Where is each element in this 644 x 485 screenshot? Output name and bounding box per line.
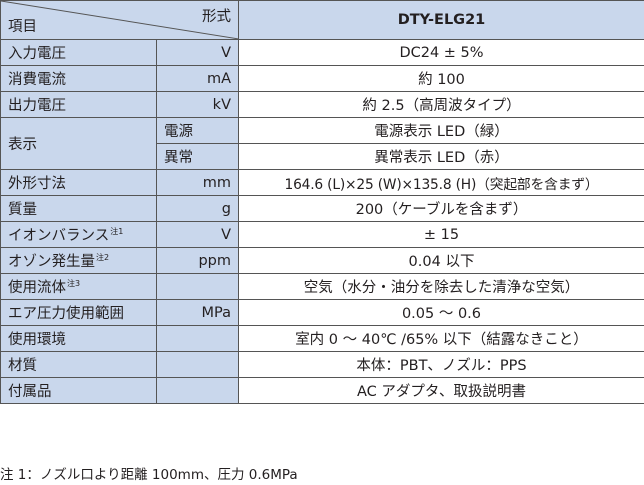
row-value: 空気（水分・油分を除去した清浄な空気）: [238, 273, 644, 300]
diagonal-line: [1, 1, 238, 39]
row-value: 約 2.5（高周波タイプ）: [238, 91, 644, 118]
row-unit: [156, 273, 239, 300]
row-value: 200（ケーブルを含まず）: [238, 195, 644, 222]
row-unit: mm: [156, 169, 239, 196]
table-row: オゾン発生量注2 ppm 0.04 以下: [0, 247, 644, 274]
row-value: AC アダプタ、取扱説明書: [238, 377, 644, 404]
table-row: エア圧力使用範囲 MPa 0.05 ～ 0.6: [0, 299, 644, 326]
table-row: 出力電圧 kV 約 2.5（高周波タイプ）: [0, 91, 644, 118]
table-row: 材質 本体：PBT、ノズル：PPS: [0, 351, 644, 378]
row-label: 使用流体: [8, 280, 66, 296]
row-unit: ppm: [156, 247, 239, 274]
row-label-cell: オゾン発生量注2: [0, 247, 157, 274]
row-value: 室内 0 ～ 40℃ /65% 以下（結露なきこと）: [238, 325, 644, 352]
table-row: イオンバランス注1 V ± 15: [0, 221, 644, 248]
row-label: 出力電圧: [0, 91, 157, 118]
type-header-label: 形式: [202, 9, 231, 25]
row-value: 電源表示 LED（緑）: [238, 117, 644, 144]
item-header-label: 項目: [8, 19, 37, 35]
footnote-marker: 注1: [110, 227, 124, 236]
row-label: 付属品: [0, 377, 157, 404]
row-sublabel: 電源: [156, 117, 239, 144]
row-label: 入力電圧: [0, 39, 157, 66]
footnote-marker: 注2: [96, 253, 110, 262]
table-row: 異常 異常表示 LED（赤）: [1, 143, 644, 170]
row-value: 164.6 (L)×25 (W)×135.8 (H)（突起部を含まず）: [238, 169, 644, 196]
spec-table: 形式 項目 DTY-ELG21 入力電圧 V DC24 ± 5% 消費電流 mA…: [0, 0, 644, 404]
table-row: 表示 電源 電源表示 LED（緑）: [0, 117, 644, 170]
row-value: DC24 ± 5%: [238, 39, 644, 66]
row-unit: [156, 377, 239, 404]
table-row: 入力電圧 V DC24 ± 5%: [0, 39, 644, 66]
row-label: 材質: [0, 351, 157, 378]
table-row: 使用流体注3 空気（水分・油分を除去した清浄な空気）: [0, 273, 644, 300]
row-unit: V: [156, 221, 239, 248]
table-header-row: 形式 項目 DTY-ELG21: [0, 0, 644, 40]
row-label: イオンバランス: [8, 228, 110, 244]
row-unit: [156, 325, 239, 352]
row-sublabel: 異常: [156, 143, 239, 170]
row-label: 消費電流: [0, 65, 157, 92]
row-unit: g: [156, 195, 239, 222]
row-unit: MPa: [156, 299, 239, 326]
footnote-marker: 注3: [67, 279, 81, 288]
row-label: オゾン発生量: [8, 254, 95, 270]
row-value: 約 100: [238, 65, 644, 92]
table-row: 質量 g 200（ケーブルを含まず）: [0, 195, 644, 222]
row-unit: mA: [156, 65, 239, 92]
header-corner-cell: 形式 項目: [0, 0, 239, 40]
table-row: 付属品 AC アダプタ、取扱説明書: [0, 377, 644, 404]
row-unit: kV: [156, 91, 239, 118]
row-value: 0.04 以下: [238, 247, 644, 274]
row-label: 表示: [0, 117, 157, 170]
model-name: DTY-ELG21: [238, 0, 644, 40]
row-label-cell: 使用流体注3: [0, 273, 157, 300]
row-value: 0.05 ～ 0.6: [238, 299, 644, 326]
row-label: 質量: [0, 195, 157, 222]
row-label: 使用環境: [0, 325, 157, 352]
row-label: エア圧力使用範囲: [0, 299, 157, 326]
row-label: 外形寸法: [0, 169, 157, 196]
row-value: ± 15: [238, 221, 644, 248]
row-value: 異常表示 LED（赤）: [238, 143, 644, 170]
row-unit: [156, 351, 239, 378]
row-label-cell: イオンバランス注1: [0, 221, 157, 248]
row-value: 本体：PBT、ノズル：PPS: [238, 351, 644, 378]
table-row: 外形寸法 mm 164.6 (L)×25 (W)×135.8 (H)（突起部を含…: [0, 169, 644, 196]
row-unit: V: [156, 39, 239, 66]
footnote: 注 1：ノズル口より距離 100mm、圧力 0.6MPa: [0, 467, 298, 483]
table-row: 消費電流 mA 約 100: [0, 65, 644, 92]
table-row: 使用環境 室内 0 ～ 40℃ /65% 以下（結露なきこと）: [0, 325, 644, 352]
